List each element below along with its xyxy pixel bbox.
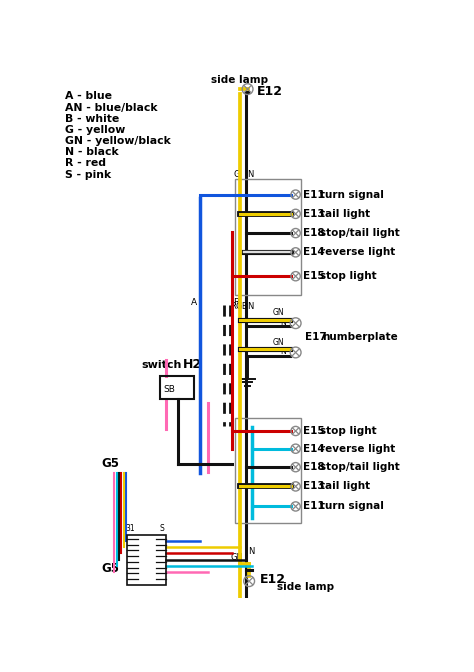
Text: E15: E15: [303, 426, 325, 436]
Bar: [235, 179, 301, 295]
Text: switch: switch: [141, 360, 182, 370]
Text: N: N: [280, 347, 286, 356]
Text: reverse light: reverse light: [320, 247, 396, 257]
Text: reverse light: reverse light: [320, 444, 396, 454]
Text: G: G: [234, 170, 240, 179]
Text: 31: 31: [126, 524, 136, 533]
Text: E18: E18: [303, 228, 325, 238]
Text: G5: G5: [102, 457, 120, 470]
Text: GN: GN: [273, 338, 284, 347]
Text: stop/tail light: stop/tail light: [320, 228, 400, 238]
Text: E15: E15: [303, 271, 325, 281]
Text: E17: E17: [305, 332, 327, 342]
Text: E12: E12: [257, 85, 283, 98]
Text: E13: E13: [303, 481, 325, 491]
Bar: [235, 418, 301, 523]
Text: H2: H2: [183, 358, 202, 371]
Text: turn signal: turn signal: [320, 501, 384, 511]
Text: E11: E11: [303, 190, 325, 200]
Text: tail light: tail light: [320, 481, 371, 491]
Text: R - red: R - red: [64, 159, 106, 169]
Text: GN: GN: [273, 308, 284, 317]
Text: R: R: [230, 302, 236, 310]
Text: AN - blue/black: AN - blue/black: [64, 103, 157, 113]
Text: tail light: tail light: [320, 209, 371, 219]
Text: stop light: stop light: [320, 271, 377, 281]
Text: R: R: [233, 298, 239, 307]
Text: N: N: [246, 302, 253, 310]
Text: A - blue: A - blue: [64, 91, 112, 101]
Text: N: N: [247, 170, 254, 179]
Text: E11: E11: [303, 501, 325, 511]
Text: E14: E14: [303, 444, 325, 454]
Text: S: S: [160, 524, 165, 533]
Text: N - black: N - black: [64, 147, 118, 157]
Text: G5: G5: [102, 562, 120, 575]
Text: E13: E13: [303, 209, 325, 219]
Text: turn signal: turn signal: [320, 190, 384, 200]
Text: G: G: [235, 302, 242, 310]
Text: G - yellow: G - yellow: [64, 125, 125, 135]
Text: A: A: [191, 298, 197, 307]
Text: E18: E18: [303, 462, 325, 472]
Text: side lamp: side lamp: [211, 75, 268, 85]
Text: E12: E12: [260, 573, 286, 586]
Text: B - white: B - white: [64, 114, 119, 124]
Bar: [128, 535, 166, 585]
Text: B: B: [241, 302, 246, 310]
Text: SB: SB: [163, 385, 175, 394]
Text: stop/tail light: stop/tail light: [320, 462, 400, 472]
Text: N: N: [280, 318, 286, 327]
Text: numberplate: numberplate: [322, 332, 398, 342]
Text: GN - yellow/black: GN - yellow/black: [64, 136, 171, 146]
Text: S - pink: S - pink: [64, 169, 111, 179]
Text: GN: GN: [230, 552, 244, 562]
Bar: [160, 376, 194, 398]
Text: N: N: [248, 547, 255, 556]
Text: stop light: stop light: [320, 426, 377, 436]
Text: E14: E14: [303, 247, 325, 257]
Text: side lamp: side lamp: [277, 583, 334, 592]
